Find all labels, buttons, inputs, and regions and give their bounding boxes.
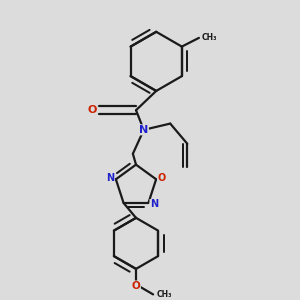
Text: O: O: [87, 105, 97, 115]
Text: N: N: [139, 125, 148, 135]
Text: O: O: [132, 281, 140, 291]
Text: O: O: [158, 173, 166, 183]
Text: CH₃: CH₃: [156, 290, 172, 299]
Text: N: N: [106, 173, 114, 183]
Text: N: N: [150, 200, 158, 209]
Text: CH₃: CH₃: [201, 33, 217, 42]
